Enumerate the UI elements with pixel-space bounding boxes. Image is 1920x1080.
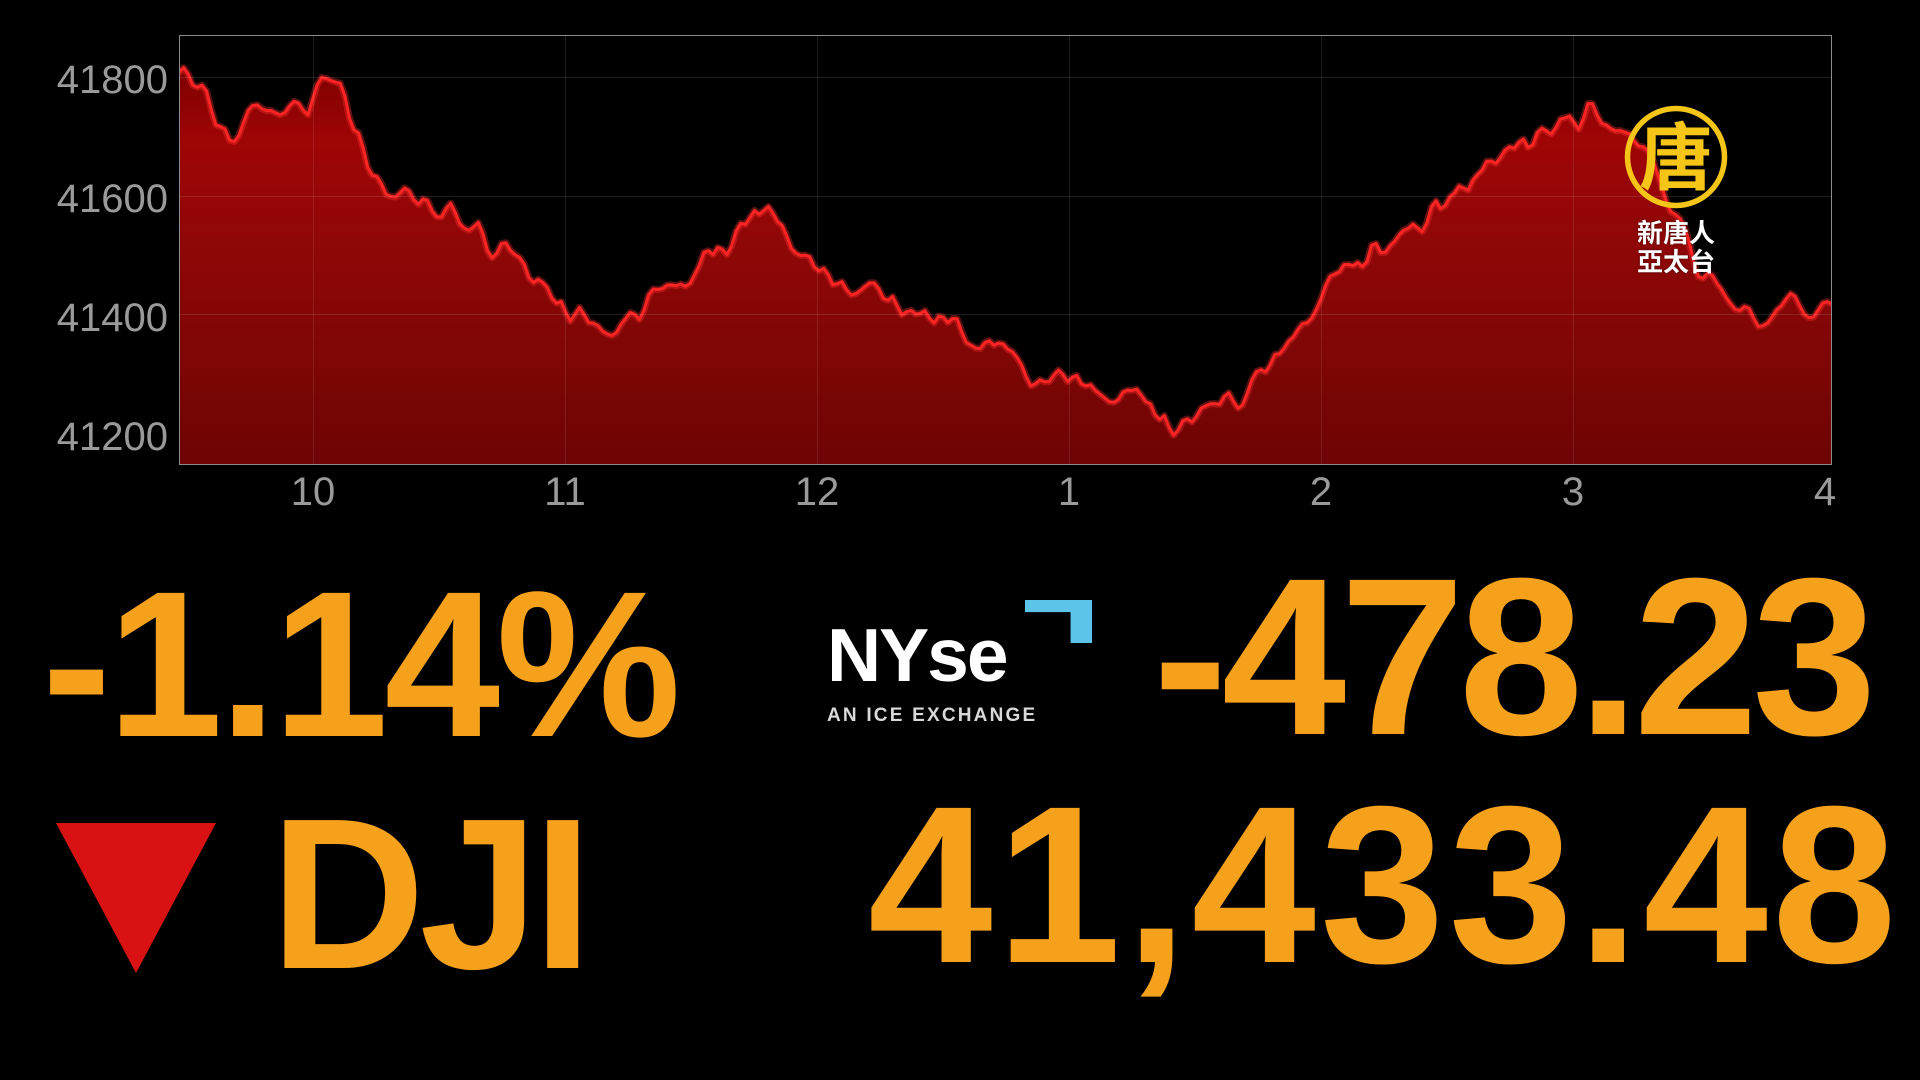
svg-text:唐: 唐 <box>1639 104 1713 206</box>
